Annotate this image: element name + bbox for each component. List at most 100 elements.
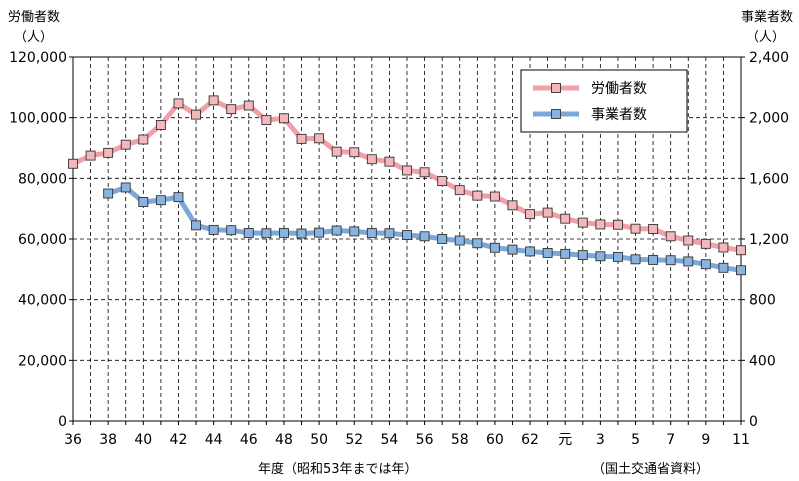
data-point-workers [419, 167, 430, 178]
data-point-operators [173, 192, 184, 203]
legend-swatch-marker [551, 83, 561, 93]
source-note: （国土交通省資料） [592, 462, 710, 477]
data-point-operators [120, 182, 131, 193]
x-tick-label: 40 [134, 432, 152, 448]
x-tick-label: 50 [310, 432, 328, 448]
left-tick-label: 100,000 [9, 111, 67, 127]
legend-swatch-marker [551, 109, 561, 119]
data-point-operators [419, 231, 430, 242]
data-point-operators [595, 251, 606, 262]
right-tick-label: 800 [749, 293, 776, 309]
data-point-operators [384, 228, 395, 239]
legend-label: 事業者数 [591, 107, 647, 123]
x-tick-label: 3 [596, 432, 605, 448]
left-tick-label: 120,000 [9, 50, 67, 66]
data-point-workers [331, 146, 342, 157]
data-point-workers [173, 98, 184, 109]
data-point-operators [349, 226, 360, 237]
data-point-operators [542, 248, 553, 258]
data-point-workers [191, 109, 202, 120]
data-point-operators [454, 235, 465, 246]
right-tick-label: 2,400 [749, 50, 789, 66]
x-tick-label: 36 [64, 432, 82, 448]
x-tick-label: 42 [170, 432, 188, 448]
data-point-operators [718, 262, 729, 273]
x-tick-label: 7 [666, 432, 675, 448]
data-point-operators [437, 234, 448, 244]
x-tick-label: 62 [521, 432, 539, 448]
left-tick-label: 80,000 [18, 171, 67, 187]
data-point-operators [612, 251, 623, 262]
data-point-operators [525, 246, 536, 257]
series-lines [68, 95, 746, 276]
data-point-operators [507, 244, 518, 255]
data-point-workers [437, 176, 448, 187]
right-tick-label: 0 [749, 414, 758, 430]
data-point-operators [226, 225, 237, 236]
data-point-workers [349, 147, 360, 158]
data-point-workers [243, 100, 254, 111]
data-point-workers [402, 165, 412, 176]
data-point-operators [103, 188, 114, 199]
data-point-workers [155, 119, 166, 130]
data-point-operators [472, 238, 483, 249]
data-point-workers [85, 150, 96, 161]
data-point-operators [736, 265, 746, 276]
data-point-workers [138, 134, 149, 145]
data-point-workers [278, 113, 289, 124]
data-point-operators [683, 256, 694, 267]
legend-box [520, 69, 688, 133]
data-point-workers [384, 156, 395, 167]
data-point-workers [665, 231, 676, 242]
data-point-operators [700, 259, 711, 270]
data-point-workers [489, 191, 500, 202]
x-tick-label: 元 [558, 432, 572, 448]
data-point-workers [542, 207, 553, 218]
axes: 0 20,000 40,000 60,000 80,000 100,000 120,000 0… [9, 50, 789, 448]
data-point-operators [402, 230, 412, 241]
x-tick-label: 54 [381, 432, 399, 448]
data-point-operators [138, 197, 149, 207]
data-point-operators [560, 248, 571, 259]
x-tick-label: 9 [701, 432, 710, 448]
data-point-operators [366, 227, 377, 238]
x-tick-label: 46 [240, 432, 258, 448]
x-tick-label: 48 [275, 432, 293, 448]
left-tick-label: 60,000 [18, 232, 67, 248]
data-point-workers [700, 238, 711, 249]
data-point-workers [718, 242, 729, 253]
x-tick-label: 60 [486, 432, 504, 448]
left-axis-title: 労働者数 [8, 10, 61, 25]
data-point-workers [120, 139, 131, 150]
data-point-operators [191, 220, 202, 231]
data-point-operators [155, 195, 166, 206]
data-point-workers [366, 154, 377, 165]
left-tick-label: 0 [58, 414, 67, 430]
left-tick-label: 20,000 [18, 353, 67, 369]
right-tick-label: 1,200 [749, 232, 789, 248]
right-axis-title: 事業者数 [740, 10, 793, 25]
x-tick-label: 11 [732, 432, 750, 448]
data-point-workers [525, 209, 536, 220]
data-point-workers [208, 95, 219, 106]
left-axis-unit: （人） [14, 30, 54, 45]
data-point-operators [278, 227, 289, 238]
data-point-workers [577, 217, 588, 228]
data-point-workers [683, 235, 694, 246]
data-point-workers [630, 223, 641, 234]
x-tick-label: 38 [99, 432, 117, 448]
x-tick-label: 58 [451, 432, 469, 448]
data-point-workers [612, 219, 623, 230]
right-tick-label: 400 [749, 353, 776, 369]
data-point-workers [595, 219, 606, 230]
right-tick-label: 1,600 [749, 171, 789, 187]
data-point-workers [507, 200, 518, 211]
legend-label: 労働者数 [591, 81, 647, 97]
x-tick-label: 56 [416, 432, 434, 448]
left-tick-label: 40,000 [18, 293, 67, 309]
data-point-operators [208, 224, 219, 235]
right-tick-label: 2,000 [749, 111, 789, 127]
data-point-workers [736, 245, 746, 256]
data-point-operators [243, 227, 254, 238]
